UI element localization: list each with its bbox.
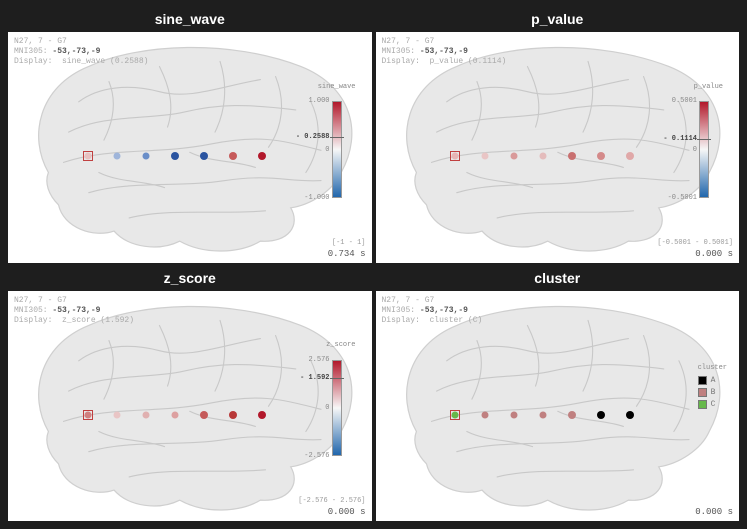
range-label: [-1 - 1] <box>332 239 366 247</box>
legend-item[interactable]: C <box>698 400 727 409</box>
panel-grid: sine_wave N27, 7 - G7 MNI305: -53,-73,-9… <box>8 8 739 521</box>
colorbar-tick: -1.000 <box>304 194 329 202</box>
panel-title: sine_wave <box>8 8 372 32</box>
colorbar-title: z_score <box>326 341 355 349</box>
panel-p_value: p_value N27, 7 - G7 MNI305: -53,-73,-9 D… <box>376 8 740 263</box>
panel-title: cluster <box>376 267 740 291</box>
colorbar-current-marker <box>330 378 344 379</box>
electrode-cursor <box>83 410 93 420</box>
overlay-info: N27, 7 - G7 MNI305: -53,-73,-9 Display: … <box>382 37 507 67</box>
colorbar-title: sine_wave <box>318 83 356 91</box>
electrode-cursor <box>450 410 460 420</box>
brain-panel[interactable]: N27, 7 - G7 MNI305: -53,-73,-9 Display: … <box>376 32 740 263</box>
panel-z_score: z_score N27, 7 - G7 MNI305: -53,-73,-9 D… <box>8 267 372 522</box>
legend-title: cluster <box>698 364 727 372</box>
electrode[interactable] <box>200 411 208 419</box>
electrode[interactable] <box>539 153 546 160</box>
electrode[interactable] <box>114 411 121 418</box>
electrode[interactable] <box>143 153 150 160</box>
legend-label: B <box>711 388 716 397</box>
brain-panel[interactable]: N27, 7 - G7 MNI305: -53,-73,-9 Display: … <box>8 291 372 522</box>
electrode[interactable] <box>539 411 546 418</box>
electrode-cursor <box>450 151 460 161</box>
panel-sine_wave: sine_wave N27, 7 - G7 MNI305: -53,-73,-9… <box>8 8 372 263</box>
electrode[interactable] <box>510 153 517 160</box>
panel-title: z_score <box>8 267 372 291</box>
electrode[interactable] <box>626 411 634 419</box>
electrode[interactable] <box>481 153 488 160</box>
range-label: [-2.576 - 2.576] <box>298 497 365 505</box>
colorbar-current-marker <box>697 139 711 140</box>
overlay-info: N27, 7 - G7 MNI305: -53,-73,-9 Display: … <box>382 296 483 326</box>
brain-panel[interactable]: N27, 7 - G7 MNI305: -53,-73,-9 Display: … <box>8 32 372 263</box>
legend-swatch <box>698 388 707 397</box>
colorbar[interactable] <box>699 101 709 198</box>
colorbar-tick: - 1.592 <box>300 374 329 382</box>
panel-cluster: cluster N27, 7 - G7 MNI305: -53,-73,-9 D… <box>376 267 740 522</box>
electrode[interactable] <box>510 411 517 418</box>
electrode[interactable] <box>626 152 634 160</box>
colorbar-tick: 0 <box>693 146 697 154</box>
overlay-info: N27, 7 - G7 MNI305: -53,-73,-9 Display: … <box>14 37 148 67</box>
legend: cluster ABC <box>698 364 727 412</box>
time-label: 0.000 s <box>695 507 733 517</box>
colorbar-tick: 0 <box>325 404 329 412</box>
legend-item[interactable]: B <box>698 388 727 397</box>
electrode[interactable] <box>258 152 266 160</box>
colorbar-tick: 0 <box>325 146 329 154</box>
overlay-info: N27, 7 - G7 MNI305: -53,-73,-9 Display: … <box>14 296 134 326</box>
time-label: 0.000 s <box>695 249 733 259</box>
colorbar-tick: -2.576 <box>304 452 329 460</box>
time-label: 0.000 s <box>328 507 366 517</box>
colorbar-tick: - 0.1114 <box>663 135 697 143</box>
electrode[interactable] <box>568 411 576 419</box>
electrode[interactable] <box>258 411 266 419</box>
colorbar-tick: 1.000 <box>308 97 329 105</box>
colorbar-tick: -0.5001 <box>668 194 697 202</box>
legend-swatch <box>698 400 707 409</box>
colorbar[interactable] <box>332 101 342 198</box>
electrode[interactable] <box>597 152 605 160</box>
electrode[interactable] <box>597 411 605 419</box>
electrode[interactable] <box>171 152 179 160</box>
electrode[interactable] <box>143 411 150 418</box>
panel-title: p_value <box>376 8 740 32</box>
colorbar-tick: 0.5001 <box>672 97 697 105</box>
electrode[interactable] <box>229 411 237 419</box>
legend-item[interactable]: A <box>698 376 727 385</box>
electrode[interactable] <box>481 411 488 418</box>
colorbar-title: p_value <box>694 83 723 91</box>
legend-label: C <box>711 400 716 409</box>
electrode[interactable] <box>114 153 121 160</box>
brain-panel[interactable]: N27, 7 - G7 MNI305: -53,-73,-9 Display: … <box>376 291 740 522</box>
colorbar-current-marker <box>330 137 344 138</box>
electrode[interactable] <box>568 152 576 160</box>
range-label: [-0.5001 - 0.5001] <box>657 239 733 247</box>
time-label: 0.734 s <box>328 249 366 259</box>
electrode[interactable] <box>200 152 208 160</box>
legend-label: A <box>711 376 716 385</box>
legend-swatch <box>698 376 707 385</box>
colorbar[interactable] <box>332 360 342 457</box>
colorbar-tick: 2.576 <box>308 356 329 364</box>
electrode[interactable] <box>229 152 237 160</box>
electrode[interactable] <box>172 411 179 418</box>
colorbar-tick: - 0.2588 <box>296 133 330 141</box>
electrode-cursor <box>83 151 93 161</box>
